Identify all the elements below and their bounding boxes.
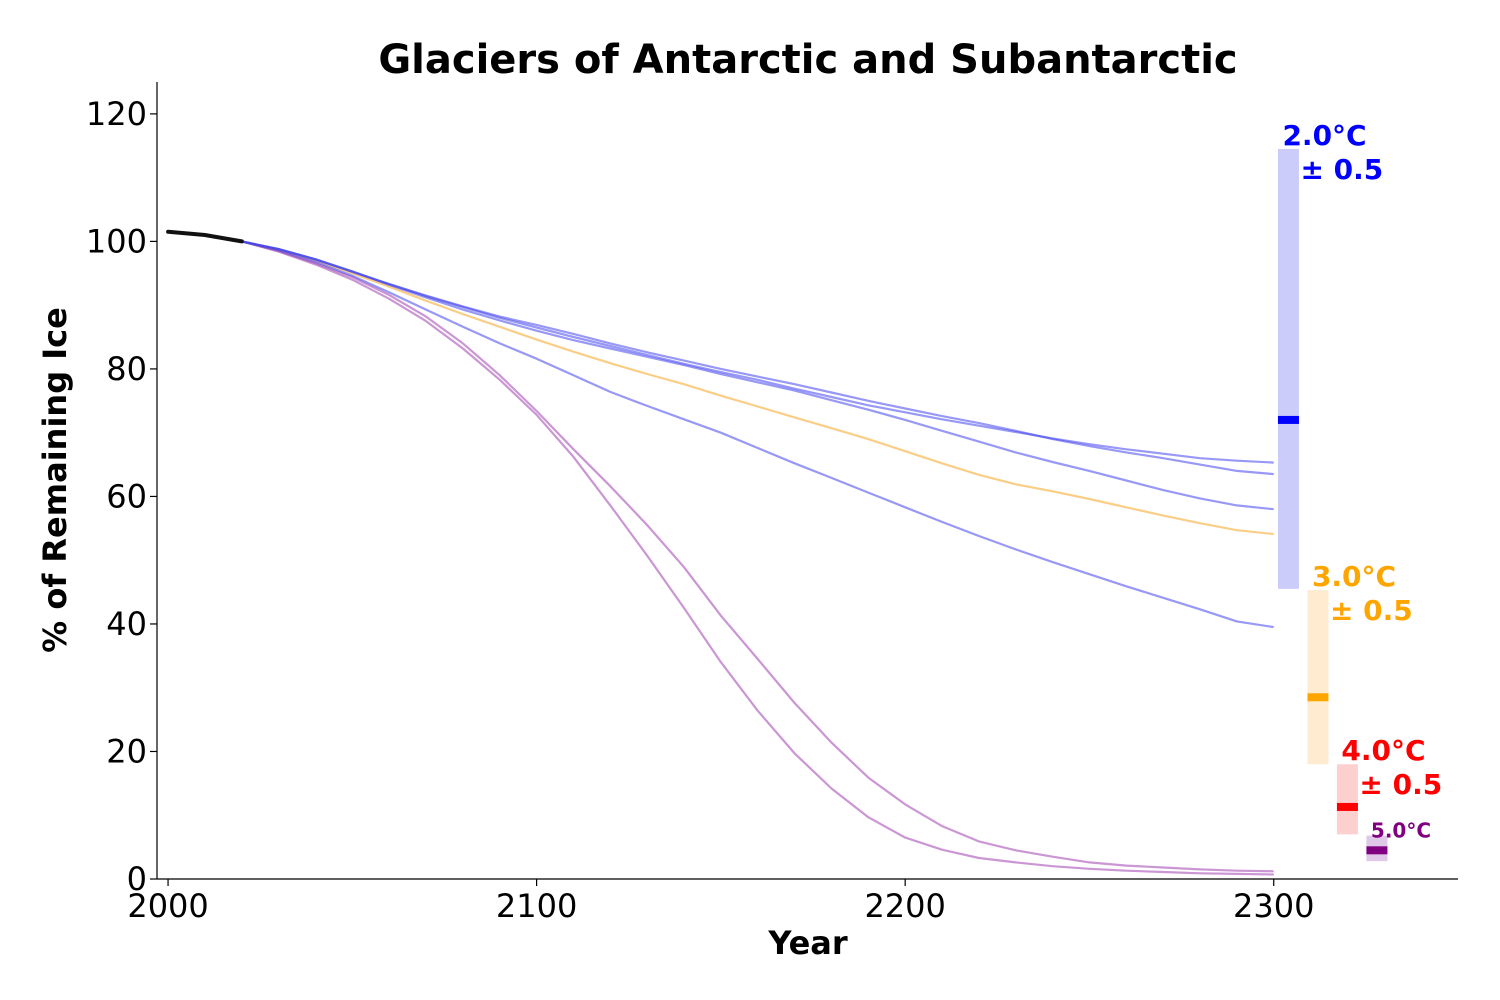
range-label: 5.0°C (1371, 819, 1431, 843)
range-label: 3.0°C (1312, 560, 1396, 593)
x-tick-label: 2100 (496, 887, 577, 925)
range-median-marker (1366, 846, 1388, 855)
series-line (241, 240, 1274, 476)
x-tick-label: 2200 (864, 887, 945, 925)
chart-title: Glaciers of Antarctic and Subantarctic (378, 37, 1237, 83)
range-label: 2.0°C (1282, 119, 1366, 152)
range-median-marker (1307, 693, 1329, 702)
range-bar (1277, 148, 1299, 589)
y-tick-label: 120 (86, 95, 147, 133)
range-pm-label: ± 0.5 (1359, 768, 1442, 801)
series-line (241, 240, 1274, 536)
range-median-marker (1336, 802, 1358, 811)
y-tick-label: 60 (106, 477, 147, 515)
historical-line (166, 229, 244, 244)
y-axis-label: % of Remaining Ice (36, 307, 74, 653)
x-tick-label: 2300 (1233, 887, 1314, 925)
series-line (241, 240, 1274, 511)
series-line (241, 240, 1274, 873)
y-tick-label: 0 (127, 860, 147, 898)
x-axis-label: Year (767, 924, 848, 962)
range-pm-label: ± 0.5 (1330, 594, 1413, 627)
y-tick-label: 100 (86, 222, 147, 260)
y-tick-label: 80 (106, 350, 147, 388)
series-line (241, 240, 1274, 629)
range-median-marker (1277, 415, 1299, 424)
y-tick-label: 20 (106, 732, 147, 770)
range-pm-label: ± 0.5 (1300, 153, 1383, 186)
series-line (241, 240, 1274, 464)
series-line (241, 240, 1274, 876)
range-label: 4.0°C (1341, 734, 1425, 767)
range-bar (1307, 590, 1329, 765)
y-tick-label: 40 (106, 605, 147, 643)
range-bar (1336, 764, 1358, 835)
x-tick-label: 2000 (127, 887, 208, 925)
